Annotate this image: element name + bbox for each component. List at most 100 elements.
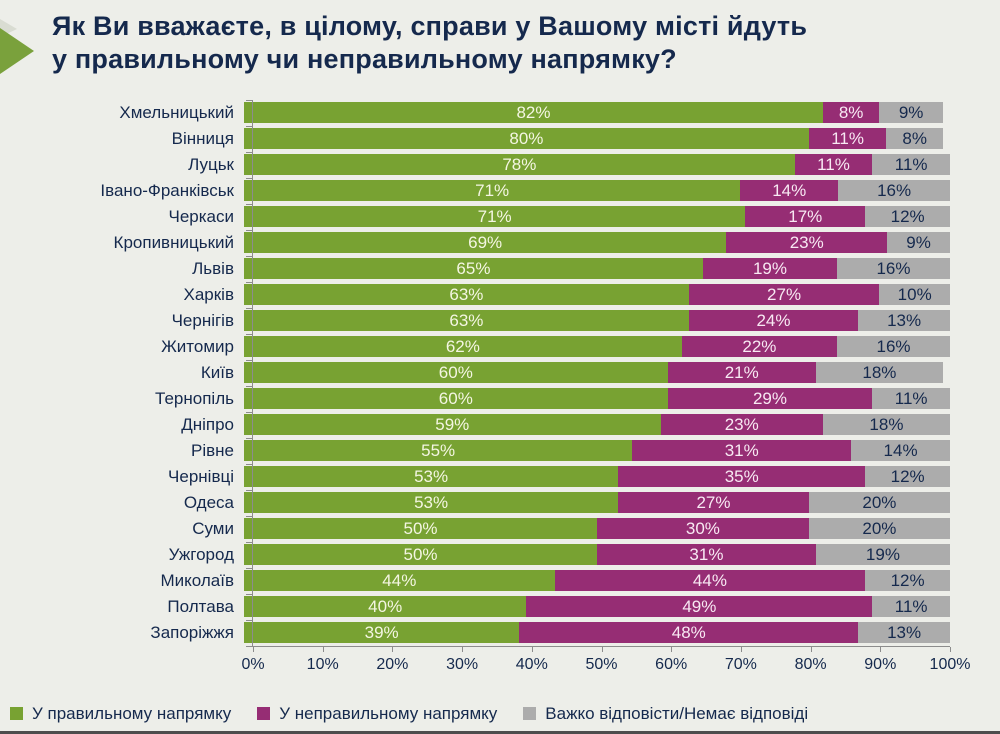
x-axis-tick-label: 40%: [515, 655, 548, 673]
category-label: Харків: [183, 284, 235, 304]
bar-segment-positive: 71%: [244, 206, 746, 228]
chart-row: Київ 60% 21% 18%: [0, 360, 1000, 386]
bar-segment-positive: 53%: [244, 466, 619, 488]
bar-segment-neutral: 8%: [886, 128, 943, 150]
bar-segment-negative: 22%: [681, 336, 838, 358]
bar-segment-negative: 30%: [597, 518, 809, 540]
bar-segment-neutral: 18%: [822, 414, 950, 436]
bar-value-label: 8%: [902, 129, 927, 149]
bar-segment-negative: 29%: [667, 388, 873, 410]
bar-value-label: 50%: [403, 545, 438, 565]
bottom-edge-divider: [0, 731, 1000, 734]
bar-segment-neutral: 13%: [858, 622, 950, 644]
bar-value-label: 82%: [516, 103, 551, 123]
bar-track: 39% 48% 13%: [244, 622, 950, 644]
x-axis-tick-label: 20%: [376, 655, 409, 673]
bar-track: 53% 27% 20%: [244, 492, 950, 514]
bar-segment-negative: 21%: [667, 362, 816, 384]
bar-segment-positive: 50%: [244, 544, 597, 566]
bar-value-label: 14%: [772, 181, 807, 201]
bar-segment-neutral: 9%: [887, 232, 950, 254]
bar-segment-neutral: 11%: [872, 388, 950, 410]
bar-value-label: 31%: [689, 545, 724, 565]
x-axis-tick-label: 10%: [306, 655, 339, 673]
bar-value-label: 24%: [756, 311, 791, 331]
bar-value-label: 11%: [894, 597, 928, 617]
bar-value-label: 11%: [894, 155, 928, 175]
bar-segment-positive: 50%: [244, 518, 597, 540]
bar-segment-positive: 78%: [244, 154, 795, 176]
x-axis-tick: [740, 646, 742, 652]
category-label: Івано-Франківськ: [100, 180, 234, 200]
category-label: Житомир: [161, 336, 234, 356]
bar-track: 59% 23% 18%: [244, 414, 950, 436]
chart-row: Хмельницький 82% 8% 9%: [0, 100, 1000, 126]
bar-segment-negative: 8%: [822, 102, 880, 124]
x-axis-tick: [950, 646, 951, 652]
bar-value-label: 80%: [509, 129, 544, 149]
bar-value-label: 13%: [887, 311, 922, 331]
bar-segment-negative: 11%: [794, 154, 873, 176]
bar-segment-positive: 55%: [244, 440, 633, 462]
bar-value-label: 69%: [468, 233, 503, 253]
bar-track: 82% 8% 9%: [244, 102, 950, 124]
x-axis-tick-label: 30%: [446, 655, 479, 673]
bar-segment-neutral: 14%: [851, 440, 950, 462]
chart-legend: У правильному напрямку У неправильному на…: [10, 704, 1000, 724]
x-axis-tick: [810, 646, 812, 652]
x-axis-tick: [880, 646, 882, 652]
bar-track: 69% 23% 9%: [244, 232, 950, 254]
chart-row: Вінниця 80% 11% 8%: [0, 126, 1000, 152]
x-axis-tick-label: 70%: [724, 655, 757, 673]
bar-segment-neutral: 12%: [865, 466, 950, 488]
category-label: Суми: [192, 518, 234, 538]
chart-row: Ужгород 50% 31% 19%: [0, 542, 1000, 568]
chart-row: Одеса 53% 27% 20%: [0, 490, 1000, 516]
bar-value-label: 29%: [752, 389, 787, 409]
bar-segment-neutral: 16%: [838, 180, 950, 202]
bar-value-label: 71%: [477, 207, 512, 227]
category-label: Хмельницький: [119, 102, 234, 122]
bar-value-label: 21%: [724, 363, 759, 383]
bar-segment-positive: 44%: [244, 570, 555, 592]
chart-row: Житомир 62% 22% 16%: [0, 334, 1000, 360]
category-label: Миколаїв: [160, 570, 235, 590]
bar-segment-positive: 62%: [244, 336, 682, 358]
bar-segment-positive: 60%: [244, 362, 668, 384]
bar-value-label: 12%: [890, 467, 925, 487]
x-axis-tick-label: 50%: [585, 655, 618, 673]
bar-value-label: 53%: [414, 467, 449, 487]
bar-value-label: 65%: [456, 259, 491, 279]
category-label: Чернівці: [168, 466, 234, 486]
bar-segment-negative: 23%: [726, 232, 888, 254]
bar-value-label: 44%: [382, 571, 417, 591]
bar-segment-negative: 23%: [660, 414, 823, 436]
bar-value-label: 35%: [724, 467, 759, 487]
bar-value-label: 62%: [445, 337, 480, 357]
chart-row: Івано-Франківськ 71% 14% 16%: [0, 178, 1000, 204]
bar-segment-positive: 82%: [244, 102, 823, 124]
category-label: Кропивницький: [113, 232, 234, 252]
bar-track: 50% 30% 20%: [244, 518, 950, 540]
legend-label: Важко відповісти/Немає відповіді: [545, 703, 809, 723]
bar-value-label: 78%: [502, 155, 537, 175]
category-label: Тернопіль: [155, 388, 234, 408]
bar-segment-neutral: 13%: [858, 310, 950, 332]
y-axis-ticks: [246, 99, 252, 647]
bar-value-label: 48%: [671, 623, 706, 643]
bar-value-label: 16%: [876, 259, 911, 279]
bar-value-label: 23%: [789, 233, 824, 253]
bar-value-label: 11%: [817, 155, 850, 175]
legend-label: У правильному напрямку: [32, 703, 232, 723]
bar-track: 78% 11% 11%: [244, 154, 950, 176]
bar-value-label: 9%: [898, 103, 924, 123]
chart-row: Львів 65% 19% 16%: [0, 256, 1000, 282]
bar-segment-neutral: 16%: [837, 336, 950, 358]
chart-row: Чернівці 53% 35% 12%: [0, 464, 1000, 490]
bar-value-label: 13%: [887, 623, 922, 643]
legend-swatch-positive: [10, 707, 23, 721]
bar-value-label: 9%: [906, 233, 931, 253]
bar-value-label: 16%: [876, 337, 911, 357]
bar-track: 62% 22% 16%: [244, 336, 950, 358]
bar-track: 40% 49% 11%: [244, 596, 950, 618]
